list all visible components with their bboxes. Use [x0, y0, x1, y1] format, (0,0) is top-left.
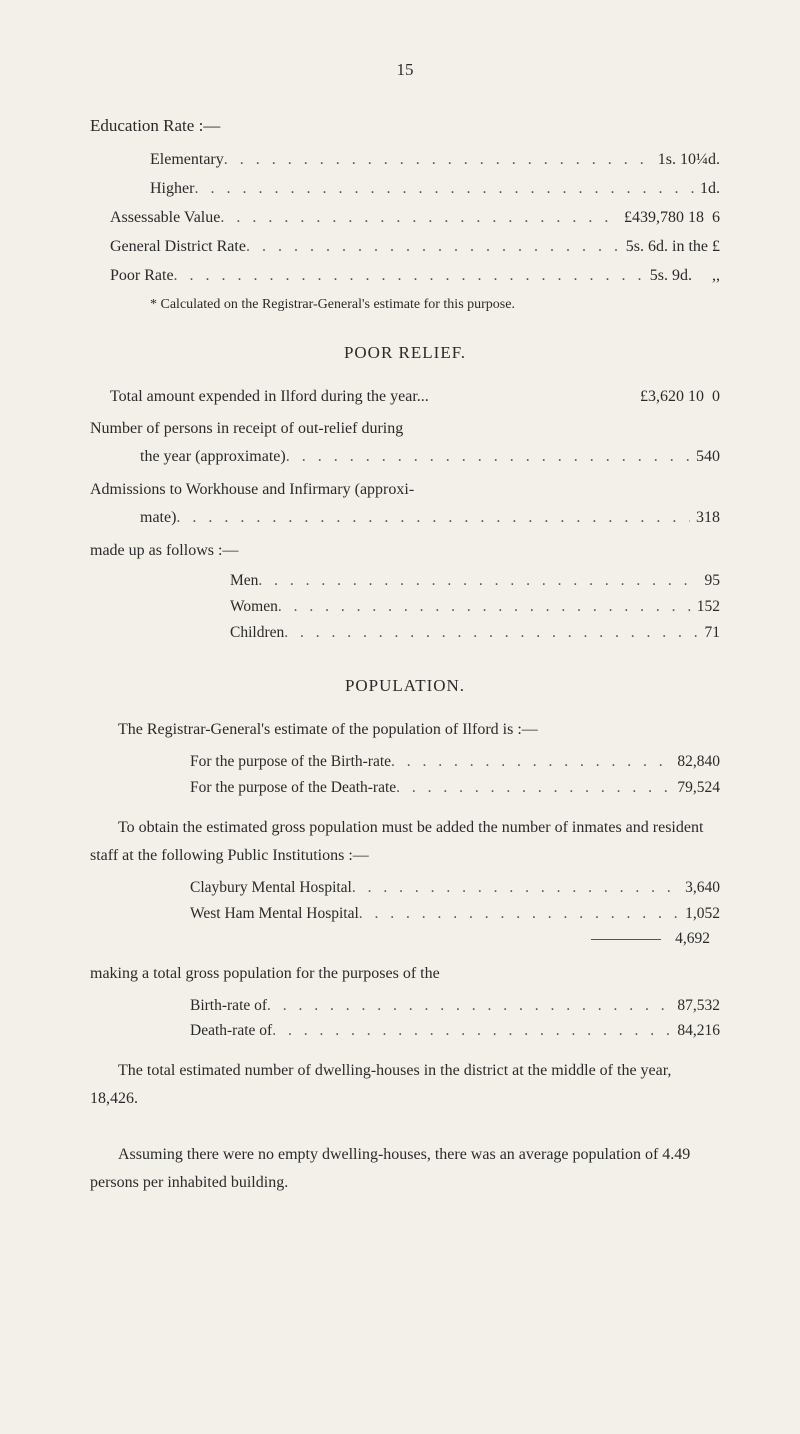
page-container: 15 Education Rate :— Elementary 1s. 10¼d… [0, 0, 800, 1434]
making-death-label: Death-rate of [190, 1019, 272, 1044]
women-value: 152 [691, 595, 720, 620]
claybury-line: Claybury Mental Hospital 3,640 [190, 876, 720, 902]
year-approx-line: the year (approximate) 540 [140, 443, 720, 472]
breakdown-list: Men 95 Women 152 Children 71 [230, 569, 720, 646]
making-birth-line: Birth-rate of 87,532 [190, 994, 720, 1020]
elementary-line: Elementary 1s. 10¼d. [150, 146, 720, 175]
leader-dots [176, 504, 690, 533]
poor-rate-value: 5s. 9d. ,, [644, 262, 720, 290]
westham-line: West Ham Mental Hospital 1,052 [190, 902, 720, 928]
purpose-death-label: For the purpose of the Death-rate [190, 776, 396, 801]
elementary-label: Elementary [150, 146, 224, 174]
leader-dots [220, 204, 618, 233]
page-number: 15 [90, 60, 720, 80]
leader-dots [278, 595, 691, 621]
population-para1: To obtain the estimated gross population… [90, 814, 720, 870]
making-intro: making a total gross population for the … [90, 960, 720, 988]
making-death-value: 84,216 [671, 1019, 720, 1044]
education-rate-title: Education Rate :— [90, 116, 720, 136]
leader-dots [352, 876, 679, 902]
population-para2: The total estimated number of dwelling-h… [90, 1057, 720, 1113]
making-birth-label: Birth-rate of [190, 994, 267, 1019]
leader-dots [224, 146, 652, 175]
making-birth-value: 87,532 [671, 994, 720, 1019]
claybury-value: 3,640 [679, 876, 720, 901]
poor-rate-line: Poor Rate 5s. 9d. ,, [110, 262, 720, 291]
making-list: Birth-rate of 87,532 Death-rate of 84,21… [190, 994, 720, 1046]
men-label: Men [230, 569, 258, 594]
children-label: Children [230, 621, 284, 646]
leader-dots [246, 233, 620, 262]
purpose-birth-label: For the purpose of the Birth-rate [190, 750, 391, 775]
leader-dots [284, 621, 698, 647]
children-line: Children 71 [230, 621, 720, 647]
calculation-footnote: * Calculated on the Registrar-General's … [150, 297, 720, 313]
higher-label: Higher [150, 175, 194, 203]
population-para3: Assuming there were no empty dwelling-ho… [90, 1141, 720, 1197]
leader-dots [258, 569, 698, 595]
purpose-list: For the purpose of the Birth-rate 82,840… [190, 750, 720, 802]
total-amount-value: £3,620 10 0 [634, 383, 720, 411]
claybury-label: Claybury Mental Hospital [190, 876, 352, 901]
purpose-death-value: 79,524 [671, 776, 720, 801]
men-line: Men 95 [230, 569, 720, 595]
children-value: 71 [699, 621, 721, 646]
leader-dots [267, 994, 671, 1020]
leader-dots [396, 776, 671, 802]
admissions-intro: Admissions to Workhouse and Infirmary (a… [90, 476, 720, 504]
population-heading: POPULATION. [90, 676, 720, 696]
total-amount-label: Total amount expended in Ilford during t… [110, 383, 429, 411]
number-persons-intro: Number of persons in receipt of out-reli… [90, 415, 720, 443]
admissions-mate-label: mate) [140, 504, 176, 532]
institutions-total-row: 4,692 [90, 930, 720, 948]
higher-value: 1d. [694, 175, 720, 203]
men-value: 95 [699, 569, 721, 594]
institutions-total: 4,692 [675, 930, 710, 947]
leader-dots [391, 750, 671, 776]
general-district-rate-value: 5s. 6d. in the £ [620, 233, 720, 261]
total-amount-line: Total amount expended in Ilford during t… [110, 383, 720, 411]
horizontal-rule [591, 939, 661, 940]
leader-dots [174, 262, 644, 291]
making-death-line: Death-rate of 84,216 [190, 1019, 720, 1045]
elementary-value: 1s. 10¼d. [652, 146, 720, 174]
year-approx-value: 540 [690, 443, 720, 471]
assessable-value-line: Assessable Value £439,780 18 6 [110, 204, 720, 233]
poor-relief-heading: POOR RELIEF. [90, 343, 720, 363]
assessable-value-value: £439,780 18 6 [618, 204, 720, 232]
higher-line: Higher 1d. [150, 175, 720, 204]
admissions-mate-value: 318 [690, 504, 720, 532]
women-line: Women 152 [230, 595, 720, 621]
general-district-rate-line: General District Rate 5s. 6d. in the £ [110, 233, 720, 262]
women-label: Women [230, 595, 278, 620]
assessable-value-label: Assessable Value [110, 204, 220, 232]
leader-dots [286, 443, 690, 472]
year-approx-label: the year (approximate) [140, 443, 286, 471]
admissions-mate-line: mate) 318 [140, 504, 720, 533]
made-up-intro: made up as follows :— [90, 537, 720, 565]
westham-value: 1,052 [679, 902, 720, 927]
institutions-list: Claybury Mental Hospital 3,640 West Ham … [190, 876, 720, 928]
population-intro: The Registrar-General's estimate of the … [90, 716, 720, 744]
purpose-birth-line: For the purpose of the Birth-rate 82,840 [190, 750, 720, 776]
poor-rate-label: Poor Rate [110, 262, 174, 290]
leader-dots [272, 1019, 671, 1045]
general-district-rate-label: General District Rate [110, 233, 246, 261]
westham-label: West Ham Mental Hospital [190, 902, 359, 927]
purpose-death-line: For the purpose of the Death-rate 79,524 [190, 776, 720, 802]
leader-dots [194, 175, 694, 204]
leader-dots [359, 902, 679, 928]
purpose-birth-value: 82,840 [671, 750, 720, 775]
